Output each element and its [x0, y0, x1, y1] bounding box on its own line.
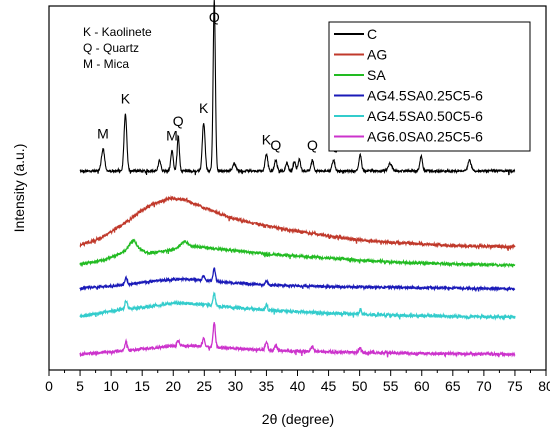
- legend-label: AG4.5SA0.50C5-6: [367, 108, 483, 124]
- x-axis: 0 5 10 15 20 25 30 35 40 45 50 55 60 65 70 75 80: [45, 370, 550, 394]
- legend-label: AG: [367, 47, 387, 63]
- x-tick-label: 70: [476, 378, 492, 394]
- y-axis-title: Intensity (a.u.): [11, 144, 27, 233]
- peak-label: K: [121, 91, 131, 107]
- x-tick-label: 55: [383, 378, 399, 394]
- peak-label: Q: [173, 113, 184, 129]
- legend-box: [328, 21, 531, 152]
- x-tick-label: 0: [45, 378, 53, 394]
- x-tick-label: 65: [445, 378, 461, 394]
- series-line-ag4-5sa0-25c5-6: [79, 267, 516, 293]
- peak-label: M: [166, 128, 178, 144]
- peak-label: Q: [270, 137, 281, 153]
- peak-label: M: [97, 126, 109, 142]
- x-tick-label: 5: [76, 378, 84, 394]
- x-axis-title: 2θ (degree): [262, 411, 334, 427]
- series-line-c: [79, 0, 516, 176]
- x-tick-label: 20: [165, 378, 181, 394]
- legend-label: C: [367, 26, 377, 42]
- x-tick-label: 75: [507, 378, 523, 394]
- x-tick-label: 15: [134, 378, 150, 394]
- series-line-ag: [79, 195, 516, 251]
- legend: C AG SA AG4.5SA0.25C5-6 AG4.5SA0.50C5-6 AG6.0…: [328, 21, 531, 152]
- peak-label: K: [199, 100, 209, 116]
- phase-key-entry: Q - Quartz: [83, 41, 139, 55]
- series-line-sa: [79, 238, 516, 269]
- x-tick-label: 45: [321, 378, 337, 394]
- legend-label: SA: [367, 67, 386, 83]
- legend-label: AG6.0SA0.25C5-6: [367, 129, 483, 145]
- legend-label: AG4.5SA0.25C5-6: [367, 88, 483, 104]
- peak-label: Q: [307, 137, 318, 153]
- series-line-ag4-5sa0-50c5-6: [79, 291, 516, 321]
- x-tick-label: 10: [103, 378, 119, 394]
- x-tick-label: 60: [414, 378, 430, 394]
- x-tick-label: 35: [259, 378, 275, 394]
- peak-label: Q: [209, 9, 220, 25]
- x-tick-label: 80: [538, 378, 550, 394]
- peak-label: K: [262, 131, 272, 147]
- series-line-ag6-0sa0-25c5-6: [79, 322, 516, 359]
- x-tick-label: 50: [352, 378, 368, 394]
- phase-key-entry: M - Mica: [83, 57, 129, 71]
- phase-key-entry: K - Kaolinete: [83, 25, 152, 39]
- x-tick-label: 30: [228, 378, 244, 394]
- x-tick-label: 25: [197, 378, 213, 394]
- series-layer: [79, 0, 516, 359]
- phase-key: K - Kaolinete Q - Quartz M - Mica: [83, 25, 152, 71]
- x-tick-label: 40: [290, 378, 306, 394]
